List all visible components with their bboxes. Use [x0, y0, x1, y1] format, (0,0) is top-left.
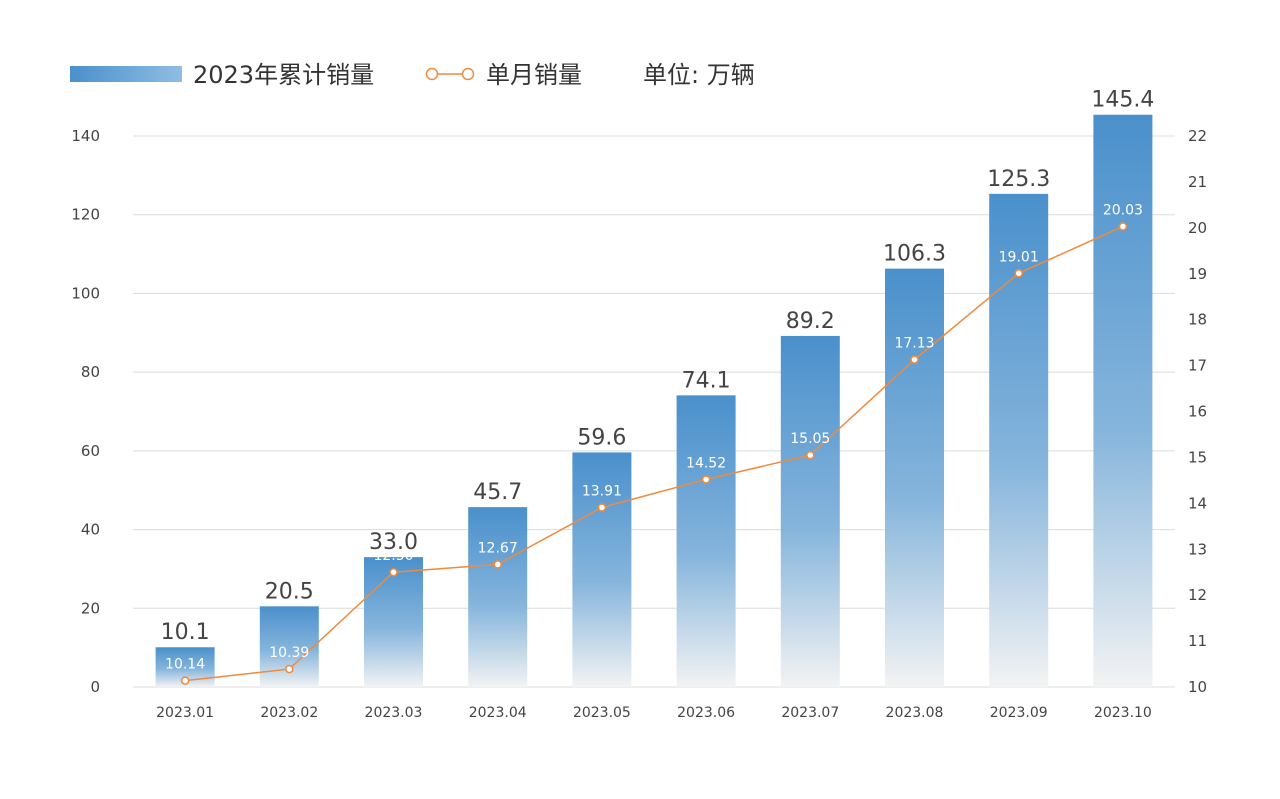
bar: [259, 606, 319, 687]
bar: [572, 452, 632, 687]
unit-label: 单位: 万辆: [643, 61, 755, 89]
line-value-label: 19.01: [999, 249, 1039, 265]
left-tick-label: 100: [71, 284, 100, 302]
right-tick-label: 17: [1188, 357, 1207, 375]
legend: 2023年累计销量 单月销量 单位: 万辆: [70, 61, 755, 89]
right-axis: 10 11 12 13 14 15 16 17 18 19 20 21 22: [1188, 127, 1207, 696]
bar: [468, 507, 528, 687]
x-tick-label: 2023.05: [573, 705, 631, 721]
x-tick-label: 2023.06: [677, 705, 735, 721]
line-point: [285, 664, 294, 674]
line-value-label: 10.14: [165, 657, 205, 673]
bar-value-label: 45.7: [473, 480, 522, 505]
bar-value-label: 33.0: [369, 530, 418, 555]
left-tick-label: 20: [81, 599, 100, 617]
line-value-label: 10.39: [269, 645, 309, 661]
left-tick-label: 0: [90, 678, 100, 696]
left-axis: 0 20 40 60 80 100 120 140: [71, 127, 100, 696]
bar-value-label: 125.3: [987, 167, 1050, 192]
line-value-label: 15.05: [790, 431, 830, 447]
line-point: [493, 560, 502, 569]
line-point: [806, 450, 815, 460]
monthly-line: [180, 222, 1128, 685]
bar-value-label: 20.5: [265, 579, 314, 604]
bar-labels: 10.1 20.5 33.0 45.7 59.6 74.1 89.2 106.3 125.3 14…: [161, 88, 1155, 646]
bar-value-label: 74.1: [682, 368, 731, 393]
left-tick-label: 60: [81, 442, 100, 460]
legend-line-swatch: [425, 67, 475, 81]
bar-value-label: 89.2: [786, 309, 835, 334]
x-tick-label: 2023.07: [781, 705, 839, 721]
bar-value-label: 10.1: [161, 620, 210, 645]
right-tick-label: 15: [1188, 448, 1207, 466]
line-point: [1014, 269, 1023, 278]
right-tick-label: 19: [1188, 265, 1207, 283]
x-tick-label: 2023.04: [469, 705, 527, 721]
left-tick-label: 120: [71, 206, 100, 224]
x-axis: 2023.01 2023.02 2023.03 2023.04 2023.05 2023.…: [156, 705, 1152, 721]
line-labels: 10.14 10.39 12.50 12.67 13.91 14.52 15.05 17.13…: [165, 202, 1143, 672]
left-tick-label: 40: [81, 521, 100, 539]
right-tick-label: 22: [1188, 127, 1207, 145]
right-tick-label: 10: [1188, 678, 1207, 696]
bar: [364, 557, 423, 687]
line-value-label: 17.13: [894, 336, 934, 352]
right-tick-label: 16: [1188, 403, 1207, 421]
monthly-line-path: [185, 225, 1124, 682]
bar-value-label: 106.3: [883, 242, 946, 267]
right-tick-label: 13: [1188, 540, 1207, 558]
x-tick-label: 2023.03: [365, 705, 423, 721]
bar-value-label: 145.4: [1091, 88, 1154, 113]
bar-value-label: 59.6: [577, 425, 626, 450]
bar: [1093, 114, 1153, 688]
line-value-label: 12.50: [373, 548, 413, 564]
legend-bar-label: 2023年累计销量: [193, 61, 374, 89]
line-point: [1118, 222, 1128, 231]
bar: [989, 193, 1049, 688]
legend-bar-swatch: [70, 66, 182, 82]
bar: [780, 335, 840, 687]
line-value-label: 20.03: [1103, 202, 1143, 218]
line-point: [910, 355, 919, 364]
right-tick-label: 14: [1188, 494, 1207, 512]
bar: [885, 268, 944, 687]
line-point: [180, 676, 190, 685]
right-tick-label: 12: [1188, 586, 1207, 604]
line-point: [389, 567, 398, 577]
right-tick-label: 11: [1188, 632, 1207, 650]
x-tick-label: 2023.09: [990, 705, 1048, 721]
left-tick-label: 80: [81, 363, 100, 381]
right-tick-label: 18: [1188, 311, 1207, 329]
line-value-label: 12.67: [478, 540, 518, 556]
bars: [155, 114, 1153, 688]
left-tick-label: 140: [71, 127, 100, 145]
bar: [676, 395, 736, 687]
x-tick-label: 2023.10: [1094, 705, 1152, 721]
x-tick-label: 2023.08: [886, 705, 944, 721]
line-point: [597, 503, 607, 512]
x-tick-label: 2023.02: [260, 705, 318, 721]
right-tick-label: 21: [1188, 173, 1207, 191]
line-value-label: 13.91: [582, 483, 622, 499]
right-tick-label: 20: [1188, 219, 1207, 237]
x-tick-label: 2023.01: [156, 705, 214, 721]
legend-line-label: 单月销量: [486, 61, 582, 89]
line-point: [701, 475, 711, 484]
line-value-label: 14.52: [686, 455, 726, 471]
